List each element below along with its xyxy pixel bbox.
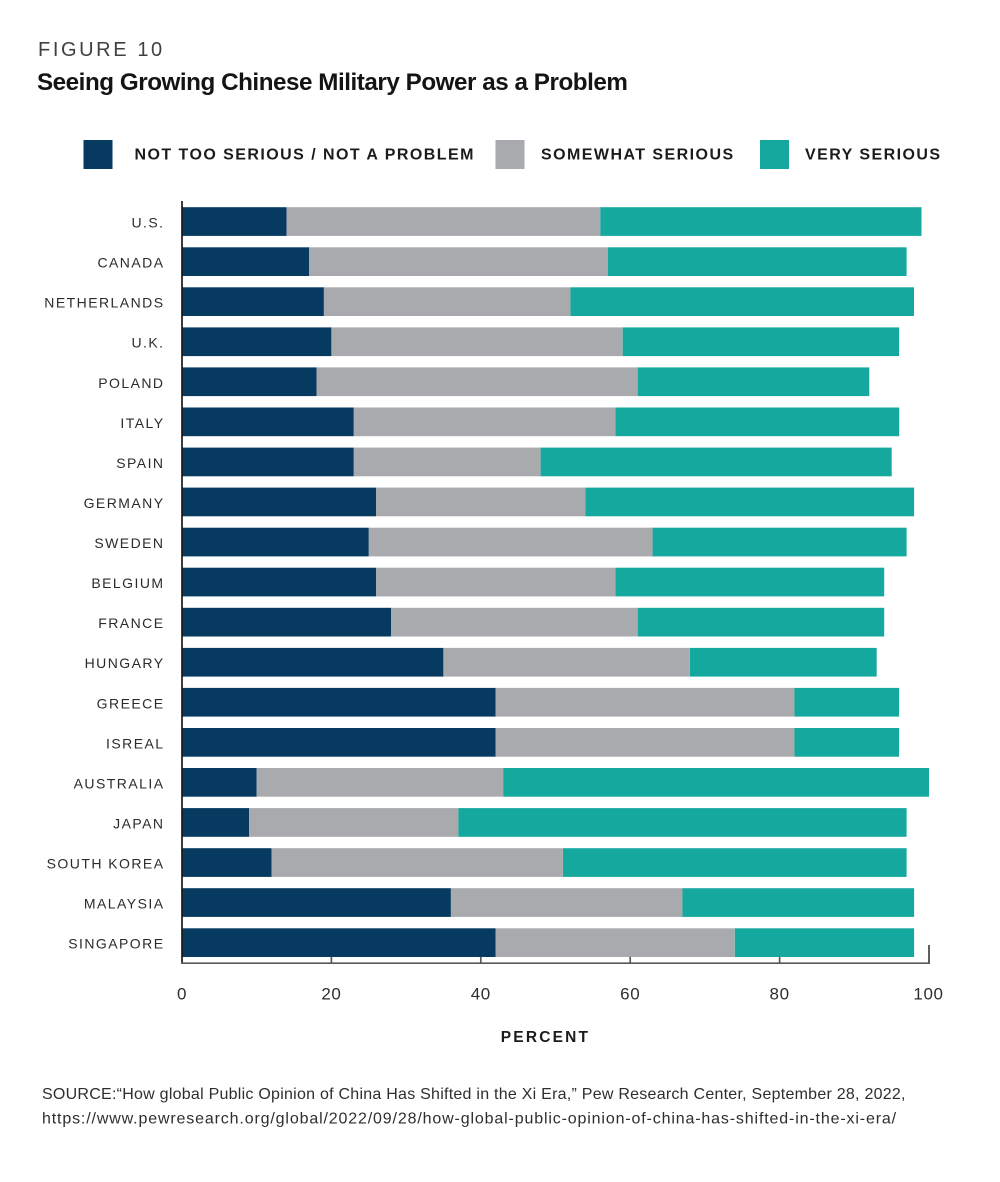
svg-text:0: 0 — [177, 985, 187, 1004]
svg-text:PERCENT: PERCENT — [501, 1029, 590, 1046]
svg-text:BELGIUM: BELGIUM — [91, 575, 164, 591]
svg-text:NOT TOO SERIOUS / NOT A PROBLE: NOT TOO SERIOUS / NOT A PROBLEM — [135, 147, 475, 164]
svg-text:POLAND: POLAND — [98, 375, 164, 391]
svg-text:SOMEWHAT SERIOUS: SOMEWHAT SERIOUS — [541, 147, 735, 164]
svg-text:U.S.: U.S. — [131, 215, 164, 231]
svg-text:SINGAPORE: SINGAPORE — [68, 936, 164, 952]
svg-text:40: 40 — [471, 985, 491, 1004]
svg-text:ITALY: ITALY — [120, 415, 164, 431]
svg-text:SPAIN: SPAIN — [116, 455, 164, 471]
svg-text:100: 100 — [913, 985, 943, 1004]
svg-text:VERY SERIOUS: VERY SERIOUS — [805, 147, 942, 164]
svg-text:FRANCE: FRANCE — [98, 615, 164, 631]
svg-text:JAPAN: JAPAN — [113, 816, 164, 832]
svg-text:AUSTRALIA: AUSTRALIA — [74, 775, 165, 791]
svg-text:60: 60 — [620, 985, 640, 1004]
svg-text:CANADA: CANADA — [97, 255, 164, 271]
svg-text:Seeing Growing Chinese Militar: Seeing Growing Chinese Military Power as… — [37, 69, 627, 96]
svg-text:SWEDEN: SWEDEN — [94, 535, 164, 551]
svg-text:MALAYSIA: MALAYSIA — [84, 896, 165, 912]
svg-text:20: 20 — [321, 985, 341, 1004]
svg-text:https://www.pewresearch.org/gl: https://www.pewresearch.org/global/2022/… — [42, 1111, 897, 1128]
svg-text:ISREAL: ISREAL — [106, 735, 165, 751]
svg-text:SOUTH KOREA: SOUTH KOREA — [47, 856, 165, 872]
svg-text:80: 80 — [770, 985, 790, 1004]
svg-text:GERMANY: GERMANY — [84, 495, 165, 511]
svg-text:FIGURE 10: FIGURE 10 — [38, 39, 165, 61]
svg-text:U.K.: U.K. — [131, 335, 164, 351]
svg-text:HUNGARY: HUNGARY — [85, 655, 165, 671]
svg-text:GREECE: GREECE — [97, 695, 165, 711]
svg-text:NETHERLANDS: NETHERLANDS — [44, 295, 164, 311]
svg-text:SOURCE:“How global Public Opin: SOURCE:“How global Public Opinion of Chi… — [42, 1086, 906, 1103]
